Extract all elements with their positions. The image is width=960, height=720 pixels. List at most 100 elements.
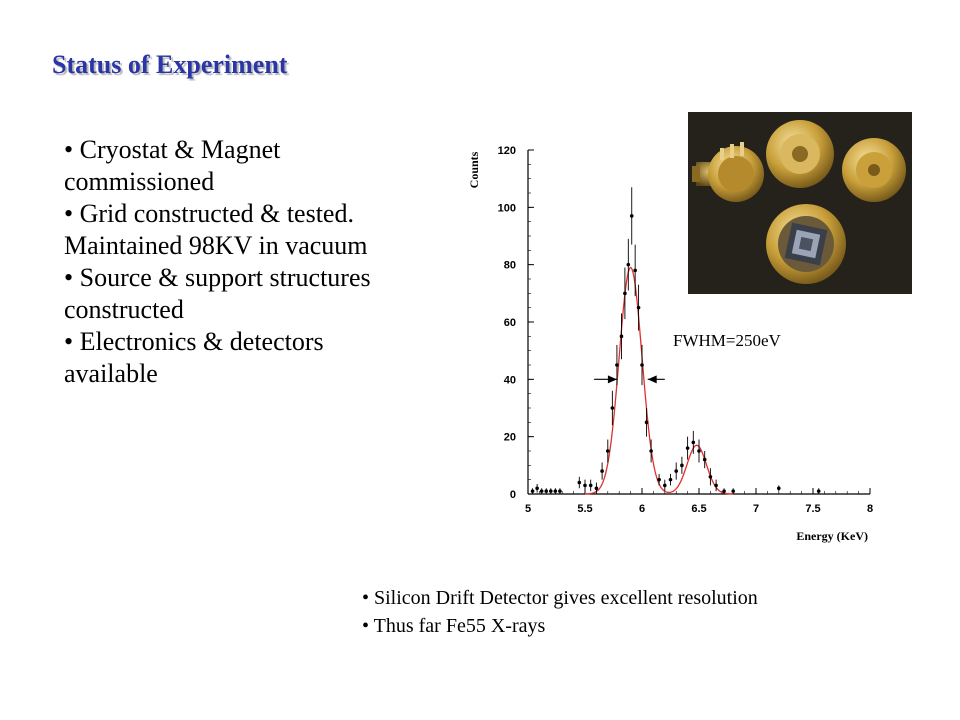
x-axis-label: Energy (KeV) xyxy=(796,529,868,543)
point-marker xyxy=(702,457,707,462)
data-point xyxy=(553,488,558,494)
data-point xyxy=(583,479,587,492)
point-marker xyxy=(633,268,637,273)
y-tick-label-3: 60 xyxy=(504,317,516,329)
point-marker xyxy=(657,477,661,482)
data-point xyxy=(549,488,553,494)
point-marker xyxy=(535,486,539,491)
point-marker xyxy=(600,469,604,473)
data-point xyxy=(544,488,549,494)
data-point xyxy=(594,482,599,494)
data-point xyxy=(697,439,701,463)
data-point xyxy=(644,408,649,437)
point-marker xyxy=(777,486,781,491)
point-marker xyxy=(649,449,653,453)
data-point xyxy=(708,468,713,486)
data-point xyxy=(615,344,619,386)
point-marker xyxy=(549,489,553,493)
y-tick-label-5: 100 xyxy=(498,202,516,214)
point-marker xyxy=(577,480,582,485)
y-tick-label-1: 20 xyxy=(504,432,516,444)
point-marker xyxy=(722,489,726,493)
data-point xyxy=(535,483,539,493)
data-point xyxy=(619,313,624,360)
point-marker xyxy=(626,262,631,267)
fwhm-annotation: FWHM=250eV xyxy=(673,331,782,350)
point-marker xyxy=(623,291,627,296)
y-axis-label: Counts xyxy=(467,151,481,188)
point-marker xyxy=(668,477,673,482)
status-bullet-list: • Cryostat & Magnet commissioned • Grid … xyxy=(64,134,404,390)
point-marker xyxy=(558,489,562,493)
data-point xyxy=(600,462,604,480)
point-marker xyxy=(644,420,649,425)
data-point xyxy=(558,488,562,494)
point-marker xyxy=(619,334,624,339)
y-tick-label-6: 120 xyxy=(498,145,516,157)
point-marker xyxy=(610,406,615,410)
data-point xyxy=(623,267,627,320)
bullet-grid: • Grid constructed & tested. Maintained … xyxy=(64,199,368,260)
note-resolution: • Silicon Drift Detector gives excellent… xyxy=(362,587,758,609)
data-point xyxy=(674,462,678,480)
x-tick-label-3: 6.5 xyxy=(691,503,706,515)
data-point xyxy=(636,284,641,331)
point-marker xyxy=(629,214,634,218)
point-marker xyxy=(816,489,821,493)
data-point xyxy=(691,430,696,454)
point-marker xyxy=(636,305,641,310)
point-marker xyxy=(640,363,644,367)
data-point xyxy=(640,344,644,386)
x-tick-label-5: 7.5 xyxy=(805,503,820,515)
x-ticks: 5 5.5 6 6.5 7 7.5 8 xyxy=(525,488,873,515)
data-point xyxy=(530,488,535,494)
energy-spectrum-chart: 5 5.5 6 6.5 7 7.5 8 0 20 40 60 80 100 120 FWHM=250eV… xyxy=(467,145,873,543)
bullet-electronics: • Electronics & detectors available xyxy=(64,327,324,388)
data-point xyxy=(663,479,667,492)
x-tick-label-6: 8 xyxy=(867,503,873,515)
data-point xyxy=(577,476,582,489)
point-marker xyxy=(583,483,587,488)
data-points xyxy=(530,187,821,494)
data-point xyxy=(588,479,593,492)
data-point xyxy=(722,488,726,494)
slide-title: Status of Experiment xyxy=(52,50,288,79)
note-fe55: • Thus far Fe55 X-rays xyxy=(362,615,546,637)
silicon-drift-detector-photo-icon xyxy=(688,112,912,294)
y-tick-label-4: 80 xyxy=(504,260,516,272)
x-tick-label-1: 5.5 xyxy=(577,503,592,515)
point-marker xyxy=(588,483,593,488)
point-marker xyxy=(691,440,696,445)
fwhm-arrow-1 xyxy=(647,375,665,384)
x-tick-label-4: 7 xyxy=(753,503,759,515)
fit-curve xyxy=(584,266,734,495)
arrow-head xyxy=(647,375,657,384)
data-point xyxy=(606,439,610,463)
data-point xyxy=(702,451,707,469)
point-marker xyxy=(606,449,610,453)
x-tick-label-0: 5 xyxy=(525,503,531,515)
data-point xyxy=(649,439,653,463)
fwhm-arrows xyxy=(594,375,665,384)
fwhm-arrow-0 xyxy=(594,375,617,384)
data-point xyxy=(668,473,673,486)
data-point xyxy=(777,485,781,492)
data-point xyxy=(626,238,631,291)
point-marker xyxy=(714,483,718,488)
arrow-head xyxy=(607,375,617,384)
detector-notes-list: • Silicon Drift Detector gives excellent… xyxy=(362,584,758,640)
point-marker xyxy=(697,449,701,453)
point-marker xyxy=(680,463,684,468)
point-marker xyxy=(553,489,558,493)
data-point xyxy=(539,488,544,494)
data-point xyxy=(657,473,661,486)
data-point xyxy=(680,456,684,474)
point-marker xyxy=(731,489,735,493)
point-marker xyxy=(674,469,678,473)
data-point xyxy=(816,488,821,494)
data-point xyxy=(633,244,637,297)
point-marker xyxy=(685,446,690,450)
detector-photo xyxy=(688,112,912,294)
x-tick-label-2: 6 xyxy=(639,503,645,515)
y-tick-label-0: 0 xyxy=(510,489,516,501)
